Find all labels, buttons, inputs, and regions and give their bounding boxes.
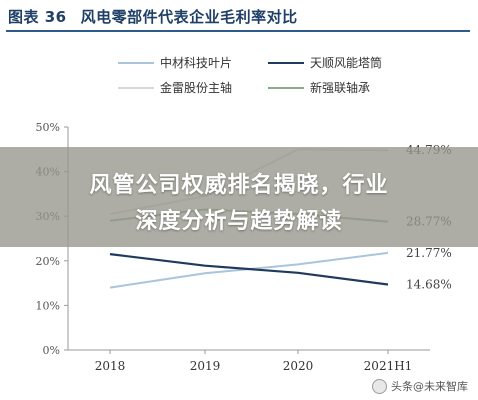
figure-number: 图表 36	[8, 8, 67, 26]
x-tick-label: 2020	[283, 359, 314, 373]
figure-title-text: 风电零部件代表企业毛利率对比	[80, 8, 298, 26]
banner-line-1: 风管公司权威排名揭晓，行业	[89, 173, 389, 198]
series-line-1	[109, 253, 389, 286]
legend-item-xinqianglian: 新强联轴承	[268, 79, 418, 96]
y-tick-label: 20%	[36, 255, 60, 268]
banner-line-2: 深度分析与趋势解读	[135, 209, 343, 234]
legend-swatch-tianshun	[268, 61, 304, 64]
legend-item-jinlei: 金雷股份主轴	[118, 79, 268, 96]
y-tick-label: 50%	[36, 121, 60, 134]
y-tick-label: 0%	[43, 344, 60, 357]
legend-label-xinqianglian: 新强联轴承	[310, 81, 371, 95]
title-rule	[6, 30, 470, 32]
series-end-label-0: 21.77%	[406, 246, 452, 260]
series-end-label-1: 14.68%	[406, 278, 452, 292]
legend-swatch-jinlei	[118, 86, 154, 89]
legend-item-zhongcai: 中材科技叶片	[118, 54, 268, 71]
legend-swatch-xinqianglian	[268, 86, 304, 89]
legend-label-tianshun: 天顺风能塔筒	[310, 56, 383, 70]
x-tick-label: 2018	[95, 359, 126, 373]
figure-title: 图表 36 风电零部件代表企业毛利率对比	[8, 6, 298, 27]
y-tick-label: 10%	[36, 299, 60, 312]
toutiao-logo-icon	[372, 378, 387, 394]
overlay-banner: 风管公司权威排名揭晓，行业 深度分析与趋势解读	[0, 147, 478, 247]
x-tick-label: 2019	[190, 359, 221, 373]
watermark-text: 头条@未来智库	[391, 380, 468, 393]
legend-item-tianshun: 天顺风能塔筒	[268, 54, 418, 71]
watermark: 头条@未来智库	[372, 378, 468, 394]
legend-swatch-zhongcai	[118, 61, 154, 64]
legend-label-jinlei: 金雷股份主轴	[160, 81, 233, 95]
chart-legend: 中材科技叶片 天顺风能塔筒 金雷股份主轴 新强联轴承	[118, 54, 418, 96]
x-tick-label: 2021H1	[364, 359, 413, 373]
legend-label-zhongcai: 中材科技叶片	[160, 56, 233, 70]
